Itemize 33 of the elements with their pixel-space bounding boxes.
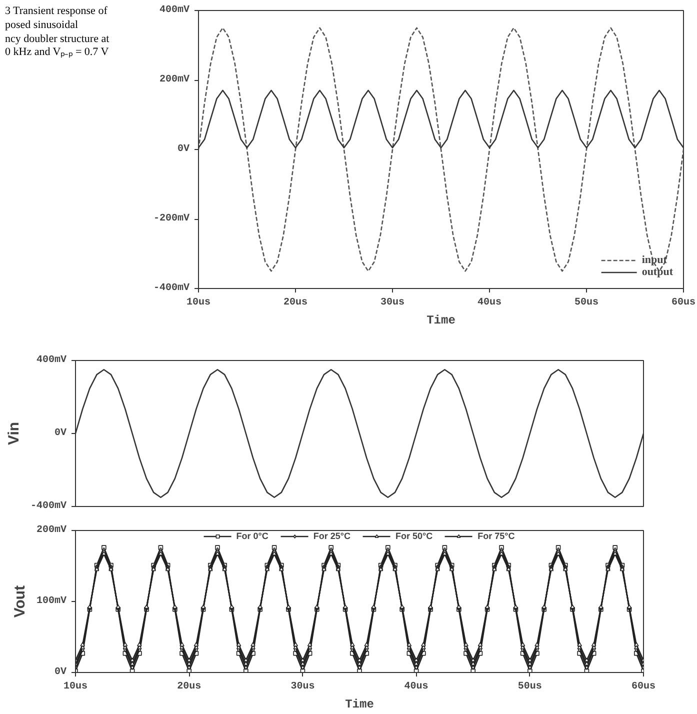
y-tick-label: 100mV xyxy=(36,596,67,607)
x-tick-label: 60us xyxy=(632,682,656,692)
y-tick-label: 400mV xyxy=(159,5,190,16)
x-tick-label: 60us xyxy=(672,298,696,308)
x-tick-label: 30us xyxy=(380,298,405,308)
y-tick-label: 0V xyxy=(54,428,67,439)
x-axis-title: Time xyxy=(426,314,456,328)
legend-label: output xyxy=(642,266,673,278)
x-tick-label: 20us xyxy=(284,298,308,308)
x-tick-label: 10us xyxy=(64,682,88,692)
y-tick-label: 0V xyxy=(178,144,190,155)
x-tick-label: 20us xyxy=(177,682,202,692)
x-tick-label: 50us xyxy=(574,298,599,308)
x-tick-label: 50us xyxy=(518,682,542,692)
y-tick-label: -400mV xyxy=(30,501,67,512)
x-axis-title: Time xyxy=(345,698,374,712)
y-tick-label: 200mV xyxy=(159,74,190,86)
y-axis-title: Vin xyxy=(5,422,22,446)
x-tick-label: 40us xyxy=(478,298,502,308)
y-tick-label: 200mV xyxy=(36,525,67,536)
x-tick-label: 40us xyxy=(404,682,428,692)
legend-label: For 25°C xyxy=(313,531,350,541)
y-tick-label: 400mV xyxy=(36,355,67,366)
x-tick-label: 30us xyxy=(290,682,315,692)
y-tick-label: -400mV xyxy=(153,283,190,294)
y-axis-title: Vout xyxy=(11,585,28,618)
y-tick-label: -200mV xyxy=(153,214,190,224)
legend-label: For 0°C xyxy=(236,531,268,541)
text: 3 Transient response of posed sinusoidal ncy doubler structure at 0 kHz and Vₚ₋ₚ = 0.7 V xyxy=(5,5,110,60)
legend-label: For 50°C xyxy=(396,531,433,541)
x-tick-label: 10us xyxy=(186,298,211,308)
y-tick-label: 0V xyxy=(54,667,67,678)
legend-label: For 75°C xyxy=(478,531,515,541)
